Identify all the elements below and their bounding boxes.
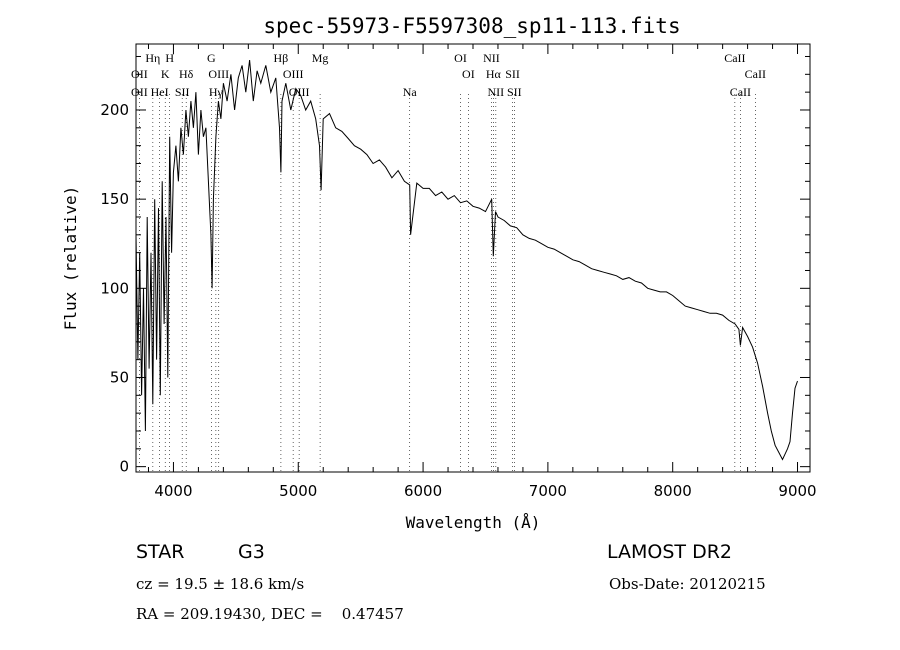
spectral-line-label: SII <box>507 85 522 99</box>
spectral-line-label: G <box>207 51 216 65</box>
spectral-line-label: HeI <box>151 85 169 99</box>
y-axis-ticks: 0 50 100 150 200 <box>100 55 810 476</box>
spectral-line-label: Hα <box>486 67 502 81</box>
spectral-line-label: CaII <box>724 51 745 65</box>
plot-frame <box>135 43 811 473</box>
spectral-line-label: NII <box>483 51 500 65</box>
x-tick-label: 5000 <box>279 482 317 500</box>
redshift-velocity: cz = 19.5 ± 18.6 km/s <box>136 575 305 593</box>
x-tick-label: 7000 <box>529 482 567 500</box>
spectral-line-label: OI <box>454 51 467 65</box>
spectral-line-label: SII <box>175 85 190 99</box>
spectral-line-label: OIII <box>208 67 229 81</box>
spectrum-line <box>135 60 798 461</box>
spectral-line-label: NII <box>488 85 505 99</box>
x-tick-label: 6000 <box>404 482 442 500</box>
spectral-line-label: OIII <box>283 67 304 81</box>
x-axis-ticks: 4000 5000 6000 7000 8000 9000 <box>147 44 817 500</box>
spectral-line-label: Hη <box>145 51 160 65</box>
y-tick-label: 100 <box>100 279 129 297</box>
spectral-line-label: Hδ <box>179 67 194 81</box>
x-tick-label: 8000 <box>654 482 692 500</box>
spectral-line-label: CaII <box>730 85 751 99</box>
spectral-line-label: SII <box>505 67 520 81</box>
spectral-line-markers <box>139 94 756 472</box>
y-tick-label: 50 <box>110 368 129 386</box>
object-subclass: G3 <box>238 541 265 563</box>
spectral-line-label: CaII <box>745 67 766 81</box>
x-axis-label: Wavelength (Å) <box>406 513 541 532</box>
observation-date: Obs-Date: 20120215 <box>609 575 766 593</box>
coordinates: RA = 209.19430, DEC = 0.47457 <box>136 605 404 623</box>
y-axis-label: Flux (relative) <box>61 186 80 331</box>
object-class: STAR <box>136 541 185 563</box>
chart-title: spec-55973-F5597308_sp11-113.fits <box>263 14 680 38</box>
spectral-line-label: OI <box>462 67 475 81</box>
spectral-line-label: K <box>161 67 170 81</box>
spectral-line-label: Hβ <box>274 51 289 65</box>
spectral-line-label: Mg <box>312 51 329 65</box>
spectral-line-label: OIII <box>289 85 310 99</box>
spectral-line-label: Hγ <box>209 85 224 99</box>
y-tick-label: 150 <box>100 190 129 208</box>
y-tick-label: 0 <box>119 458 129 476</box>
spectral-line-label: Na <box>403 85 418 99</box>
x-tick-label: 9000 <box>778 482 816 500</box>
x-tick-label: 4000 <box>154 482 192 500</box>
survey-name: LAMOST DR2 <box>607 541 732 563</box>
y-tick-label: 200 <box>100 101 129 119</box>
spectral-line-label: H <box>165 51 174 65</box>
